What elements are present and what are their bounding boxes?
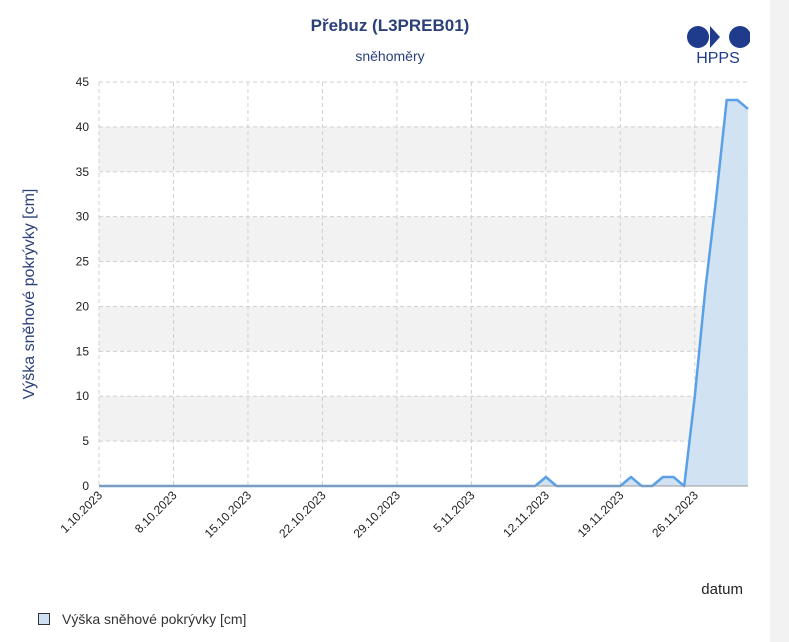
plot-band: [99, 126, 748, 172]
chart-subtitle: sněhoměry: [355, 48, 425, 64]
x-tick-label: 12.11.2023: [500, 488, 552, 540]
y-tick-label: 0: [82, 479, 89, 493]
x-axis-label: datum: [701, 581, 743, 598]
x-tick-label: 8.10.2023: [132, 488, 180, 536]
x-tick-label: 5.11.2023: [430, 488, 477, 535]
y-tick-label: 10: [76, 389, 90, 403]
x-tick-label: 29.10.2023: [351, 488, 404, 541]
plot-bands: [99, 126, 748, 442]
legend-label: Výška sněhové pokrývky [cm]: [62, 611, 247, 627]
y-tick-label: 45: [76, 75, 90, 89]
y-tick-label: 5: [82, 434, 89, 448]
y-tick-label: 20: [76, 299, 90, 313]
right-margin-strip: [770, 0, 789, 642]
series-line: [99, 98, 749, 488]
plot-band: [99, 216, 748, 262]
legend-swatch: [38, 613, 50, 625]
x-tick-labels: 1.10.2023 8.10.2023 15.10.2023 22.10.2023 29…: [57, 488, 701, 541]
hpps-logo-icon: [687, 26, 750, 48]
plot-band: [99, 396, 748, 442]
y-tick-label: 40: [76, 120, 90, 134]
x-tick-label: 22.10.2023: [276, 488, 329, 541]
logo-text: HPPS: [696, 50, 740, 67]
plot-band: [99, 306, 748, 352]
y-tick-label: 35: [76, 165, 90, 179]
y-tick-label: 30: [76, 210, 90, 224]
y-tick-label: 15: [76, 344, 90, 358]
y-axis-label: Výška sněhové pokrývky [cm]: [21, 189, 38, 400]
y-tick-label: 25: [76, 255, 90, 269]
legend[interactable]: Výška sněhové pokrývky [cm]: [38, 611, 246, 627]
x-tick-label: 19.11.2023: [575, 488, 627, 540]
x-tick-label: 1.10.2023: [57, 488, 105, 536]
x-tick-label: 15.10.2023: [202, 488, 255, 541]
chart-title: Přebuz (L3PREB01): [310, 16, 470, 35]
x-tick-label: 26.11.2023: [649, 488, 701, 540]
y-tick-labels: 0 5 10 15 20 25 30 35 40 45: [76, 75, 90, 493]
